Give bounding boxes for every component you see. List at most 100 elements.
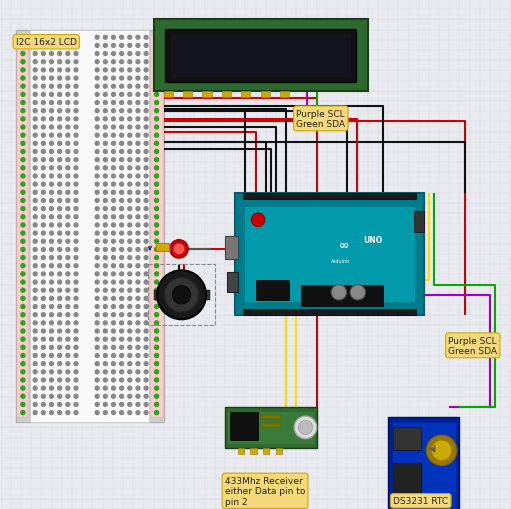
Circle shape — [136, 158, 140, 162]
Circle shape — [41, 142, 45, 146]
Circle shape — [136, 256, 140, 260]
Circle shape — [111, 256, 115, 260]
Circle shape — [66, 166, 70, 171]
Circle shape — [50, 321, 54, 325]
Circle shape — [111, 403, 115, 407]
Circle shape — [58, 305, 62, 309]
Circle shape — [128, 158, 132, 162]
Circle shape — [136, 150, 140, 154]
Circle shape — [50, 134, 54, 138]
Circle shape — [111, 248, 115, 252]
Circle shape — [41, 297, 45, 301]
Circle shape — [144, 321, 148, 325]
Bar — [235, 193, 424, 316]
Circle shape — [111, 297, 115, 301]
Circle shape — [128, 166, 132, 171]
Circle shape — [144, 191, 148, 195]
Circle shape — [74, 85, 78, 89]
Circle shape — [33, 313, 37, 317]
Circle shape — [103, 69, 107, 73]
Circle shape — [58, 61, 62, 65]
Circle shape — [111, 313, 115, 317]
Bar — [149, 31, 164, 422]
Circle shape — [50, 272, 54, 276]
Circle shape — [136, 272, 140, 276]
Circle shape — [33, 207, 37, 211]
Circle shape — [58, 378, 62, 382]
Circle shape — [58, 191, 62, 195]
Circle shape — [74, 297, 78, 301]
Circle shape — [74, 346, 78, 350]
Circle shape — [66, 215, 70, 219]
Circle shape — [33, 93, 37, 97]
Circle shape — [120, 240, 124, 244]
Circle shape — [21, 93, 25, 97]
Circle shape — [154, 354, 158, 358]
Circle shape — [144, 215, 148, 219]
Circle shape — [95, 191, 99, 195]
Circle shape — [50, 394, 54, 399]
Circle shape — [103, 232, 107, 236]
Bar — [276, 448, 282, 454]
Circle shape — [66, 305, 70, 309]
Circle shape — [157, 271, 206, 320]
Circle shape — [170, 240, 188, 259]
Circle shape — [50, 337, 54, 342]
Circle shape — [144, 305, 148, 309]
Circle shape — [103, 346, 107, 350]
Circle shape — [111, 52, 115, 56]
Circle shape — [74, 337, 78, 342]
Circle shape — [41, 69, 45, 73]
Circle shape — [136, 126, 140, 130]
Circle shape — [74, 264, 78, 268]
Bar — [164, 92, 173, 98]
Circle shape — [74, 183, 78, 187]
Text: I2C 16x2 LCD: I2C 16x2 LCD — [16, 38, 77, 47]
Circle shape — [128, 346, 132, 350]
Circle shape — [21, 150, 25, 154]
Circle shape — [33, 199, 37, 203]
Circle shape — [136, 305, 140, 309]
Circle shape — [58, 289, 62, 293]
Circle shape — [144, 150, 148, 154]
Circle shape — [95, 313, 99, 317]
Circle shape — [74, 305, 78, 309]
Bar — [156, 244, 169, 252]
Circle shape — [154, 44, 158, 48]
Circle shape — [21, 215, 25, 219]
Circle shape — [41, 150, 45, 154]
Circle shape — [50, 354, 54, 358]
Circle shape — [103, 118, 107, 122]
Bar — [30, 31, 149, 422]
Circle shape — [154, 101, 158, 105]
Circle shape — [103, 256, 107, 260]
Circle shape — [154, 118, 158, 122]
Circle shape — [58, 85, 62, 89]
Circle shape — [21, 297, 25, 301]
Circle shape — [95, 256, 99, 260]
Bar — [261, 423, 281, 428]
Circle shape — [41, 313, 45, 317]
Circle shape — [50, 77, 54, 81]
Circle shape — [298, 420, 313, 435]
Circle shape — [103, 77, 107, 81]
Circle shape — [136, 362, 140, 366]
Circle shape — [33, 150, 37, 154]
Circle shape — [95, 69, 99, 73]
Circle shape — [21, 280, 25, 285]
Circle shape — [21, 69, 25, 73]
Circle shape — [33, 305, 37, 309]
Circle shape — [95, 403, 99, 407]
Circle shape — [33, 362, 37, 366]
Circle shape — [33, 77, 37, 81]
Circle shape — [111, 280, 115, 285]
Circle shape — [41, 346, 45, 350]
Circle shape — [103, 44, 107, 48]
Circle shape — [128, 337, 132, 342]
Circle shape — [154, 272, 158, 276]
Circle shape — [128, 264, 132, 268]
Circle shape — [74, 362, 78, 366]
Circle shape — [95, 215, 99, 219]
Circle shape — [74, 199, 78, 203]
Circle shape — [120, 223, 124, 228]
